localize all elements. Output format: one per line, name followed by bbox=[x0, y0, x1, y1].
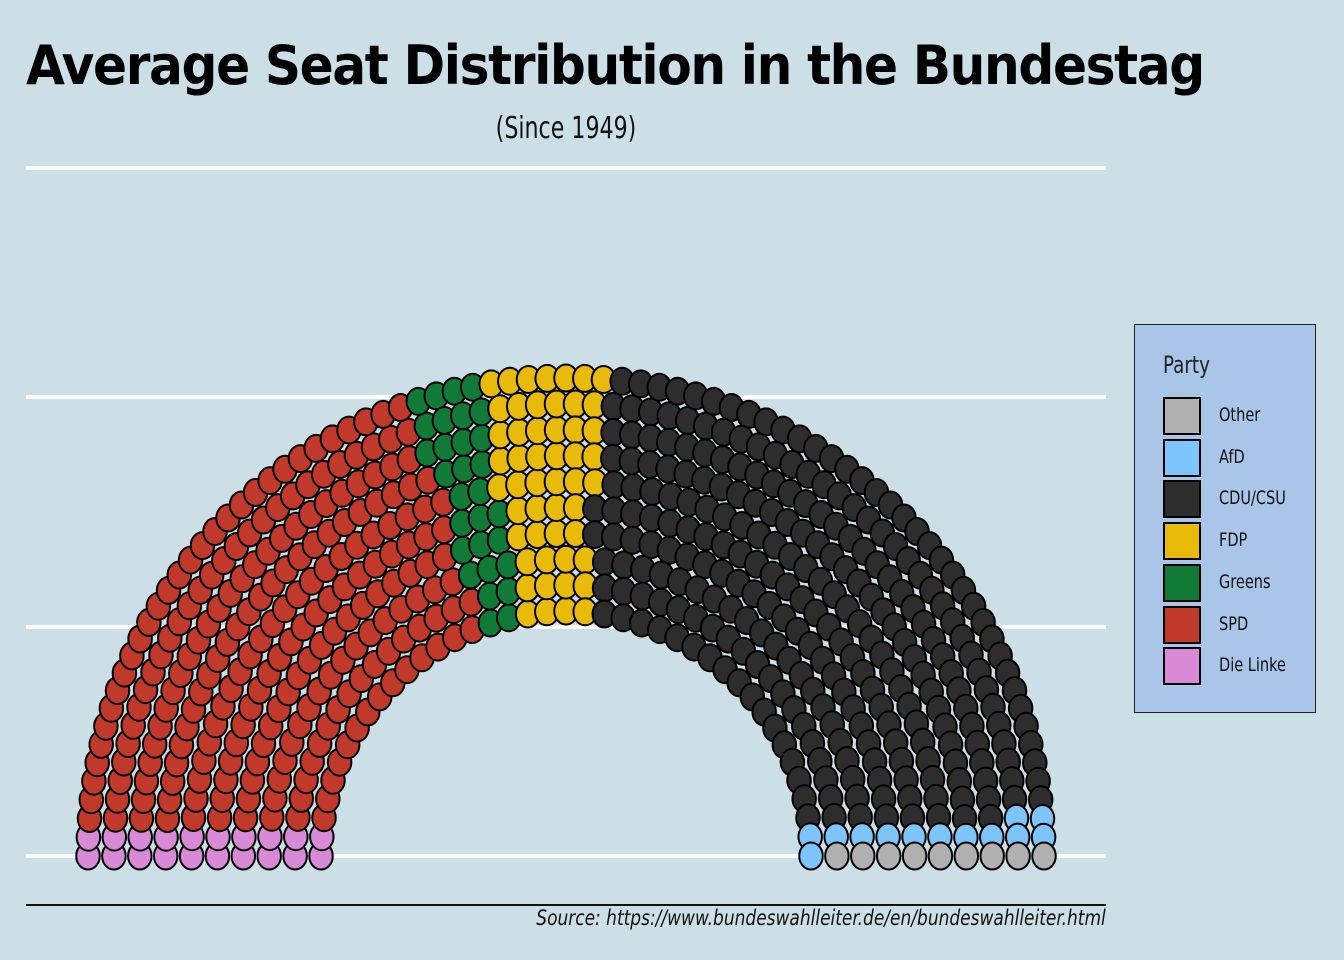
legend-item-spd: SPD bbox=[1163, 605, 1313, 644]
legend-label-afd: AfD bbox=[1219, 445, 1245, 468]
legend-label-greens: Greens bbox=[1219, 570, 1271, 593]
legend-swatch-greens bbox=[1163, 563, 1201, 602]
legend-label-fdp: FDP bbox=[1219, 529, 1248, 552]
legend-label-spd: SPD bbox=[1219, 612, 1249, 635]
seat-other bbox=[850, 841, 876, 871]
seat-other bbox=[953, 841, 980, 871]
legend-swatch-fdp bbox=[1163, 522, 1201, 561]
legend-item-fdp: FDP bbox=[1163, 522, 1313, 561]
legend-swatch-spd bbox=[1163, 605, 1201, 644]
seat-other bbox=[901, 841, 928, 871]
seat-other bbox=[1031, 841, 1057, 871]
seat-other bbox=[979, 841, 1005, 871]
source-note: Source: https://www.bundeswahlleiter.de/… bbox=[536, 906, 1106, 930]
legend: Party Other AfD CDU/CSU FDP Greens SPD Die Lin… bbox=[1134, 324, 1316, 713]
seat-other bbox=[824, 841, 850, 871]
legend-swatch-other bbox=[1163, 397, 1201, 435]
legend-item-die-linke: Die Linke bbox=[1163, 647, 1313, 686]
legend-item-afd: AfD bbox=[1163, 438, 1313, 477]
legend-swatch-afd bbox=[1163, 438, 1201, 477]
legend-swatch-die-linke bbox=[1163, 647, 1201, 686]
legend-item-cdu-csu: CDU/CSU bbox=[1163, 480, 1313, 519]
seat-other bbox=[875, 841, 902, 871]
legend-title: Party bbox=[1163, 351, 1210, 379]
chart-subtitle-text: (Since 1949) bbox=[495, 111, 637, 146]
seat-other bbox=[1005, 841, 1031, 871]
legend-label-die-linke: Die Linke bbox=[1219, 654, 1286, 677]
seat-afd bbox=[798, 841, 824, 871]
chart-title: Average Seat Distribution in the Bundest… bbox=[26, 34, 1205, 97]
legend-label-other: Other bbox=[1219, 404, 1261, 426]
seat-other bbox=[927, 841, 954, 871]
legend-item-greens: Greens bbox=[1163, 563, 1313, 602]
legend-label-cdu-csu: CDU/CSU bbox=[1219, 487, 1286, 510]
legend-swatch-cdu-csu bbox=[1163, 480, 1201, 519]
legend-item-other: Other bbox=[1163, 397, 1313, 435]
